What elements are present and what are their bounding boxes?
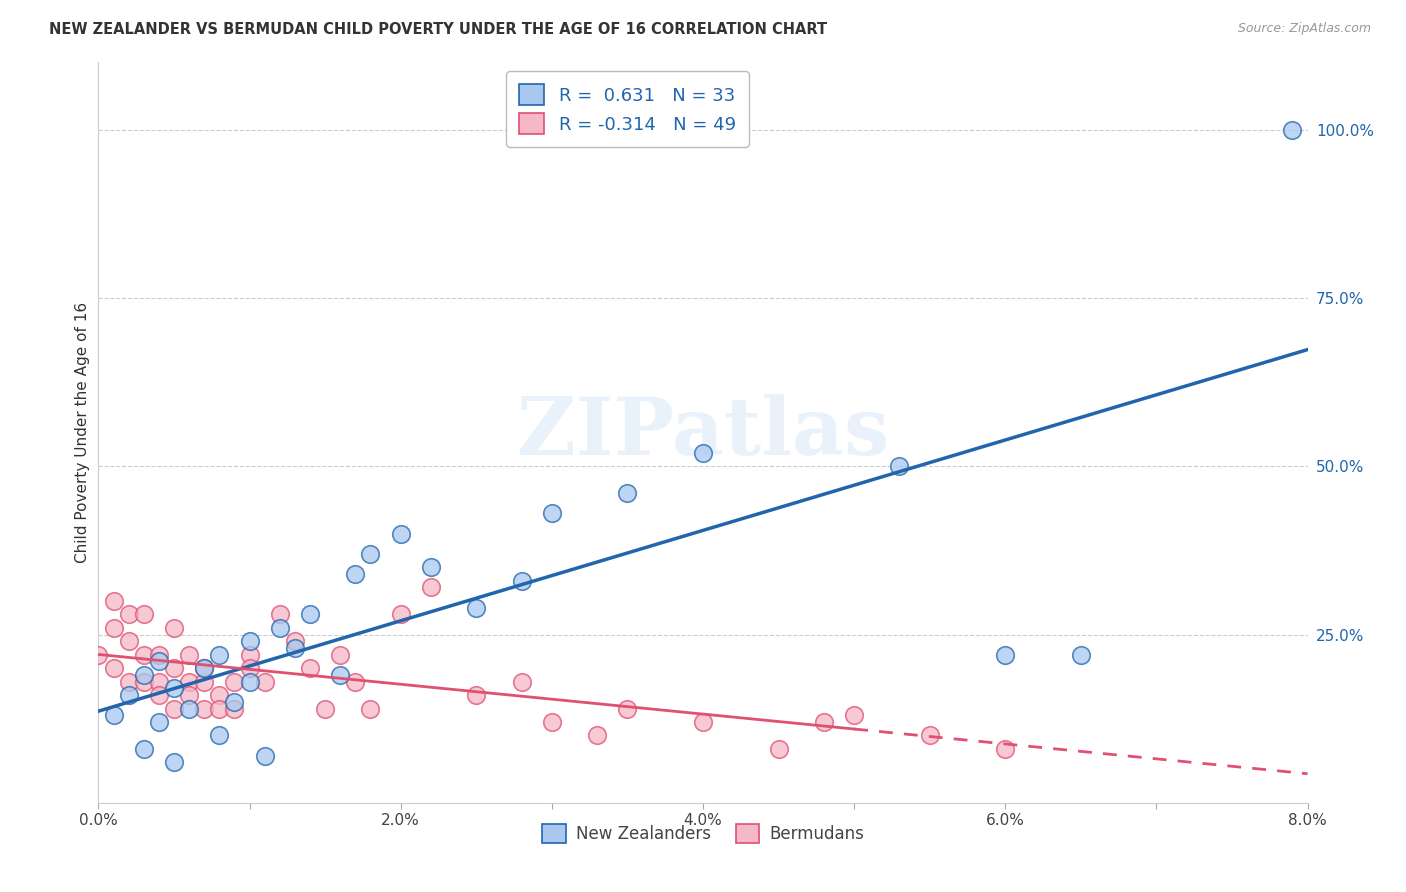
Point <box>103 621 125 635</box>
Point <box>465 600 488 615</box>
Point <box>163 621 186 635</box>
Point <box>118 607 141 622</box>
Point <box>540 507 562 521</box>
Point <box>103 661 125 675</box>
Point <box>132 607 155 622</box>
Point <box>994 742 1017 756</box>
Point <box>148 648 170 662</box>
Point <box>253 748 276 763</box>
Point <box>148 688 170 702</box>
Point <box>586 729 609 743</box>
Point <box>510 674 533 689</box>
Point <box>132 742 155 756</box>
Point <box>420 560 443 574</box>
Point <box>284 640 307 655</box>
Point <box>253 674 276 689</box>
Point <box>284 634 307 648</box>
Point <box>918 729 941 743</box>
Point <box>1281 122 1303 136</box>
Point <box>224 674 246 689</box>
Point <box>692 446 714 460</box>
Point <box>269 621 291 635</box>
Point <box>193 661 215 675</box>
Point <box>118 674 141 689</box>
Point <box>179 701 201 715</box>
Point <box>616 701 638 715</box>
Point <box>420 581 443 595</box>
Point <box>132 668 155 682</box>
Point <box>103 708 125 723</box>
Point <box>148 655 170 669</box>
Point <box>148 674 170 689</box>
Point <box>239 674 262 689</box>
Point <box>299 607 322 622</box>
Point <box>208 701 231 715</box>
Point <box>179 648 201 662</box>
Point <box>889 459 911 474</box>
Point <box>344 566 367 581</box>
Point <box>994 648 1017 662</box>
Point <box>163 756 186 770</box>
Point <box>768 742 790 756</box>
Point <box>692 714 714 729</box>
Point <box>118 688 141 702</box>
Point <box>239 661 262 675</box>
Point <box>360 547 382 561</box>
Point <box>389 526 412 541</box>
Point <box>269 607 291 622</box>
Point <box>163 681 186 696</box>
Point <box>163 661 186 675</box>
Point <box>844 708 866 723</box>
Point <box>540 714 562 729</box>
Point <box>224 695 246 709</box>
Point <box>179 674 201 689</box>
Point <box>299 661 322 675</box>
Point <box>1070 648 1092 662</box>
Text: ZIPatlas: ZIPatlas <box>517 393 889 472</box>
Text: NEW ZEALANDER VS BERMUDAN CHILD POVERTY UNDER THE AGE OF 16 CORRELATION CHART: NEW ZEALANDER VS BERMUDAN CHILD POVERTY … <box>49 22 827 37</box>
Point <box>239 648 262 662</box>
Point <box>224 701 246 715</box>
Point <box>208 648 231 662</box>
Point <box>208 729 231 743</box>
Point <box>329 668 352 682</box>
Point <box>329 648 352 662</box>
Point <box>389 607 412 622</box>
Text: Source: ZipAtlas.com: Source: ZipAtlas.com <box>1237 22 1371 36</box>
Point <box>465 688 488 702</box>
Point <box>148 714 170 729</box>
Y-axis label: Child Poverty Under the Age of 16: Child Poverty Under the Age of 16 <box>75 302 90 563</box>
Point <box>344 674 367 689</box>
Point <box>193 661 215 675</box>
Point <box>118 634 141 648</box>
Point <box>616 486 638 500</box>
Point <box>510 574 533 588</box>
Legend: New Zealanders, Bermudans: New Zealanders, Bermudans <box>536 817 870 850</box>
Point <box>179 688 201 702</box>
Point <box>163 701 186 715</box>
Point <box>208 688 231 702</box>
Point <box>813 714 835 729</box>
Point <box>132 648 155 662</box>
Point <box>314 701 336 715</box>
Point <box>360 701 382 715</box>
Point <box>132 674 155 689</box>
Point <box>87 648 110 662</box>
Point <box>239 634 262 648</box>
Point <box>193 701 215 715</box>
Point <box>193 674 215 689</box>
Point <box>103 594 125 608</box>
